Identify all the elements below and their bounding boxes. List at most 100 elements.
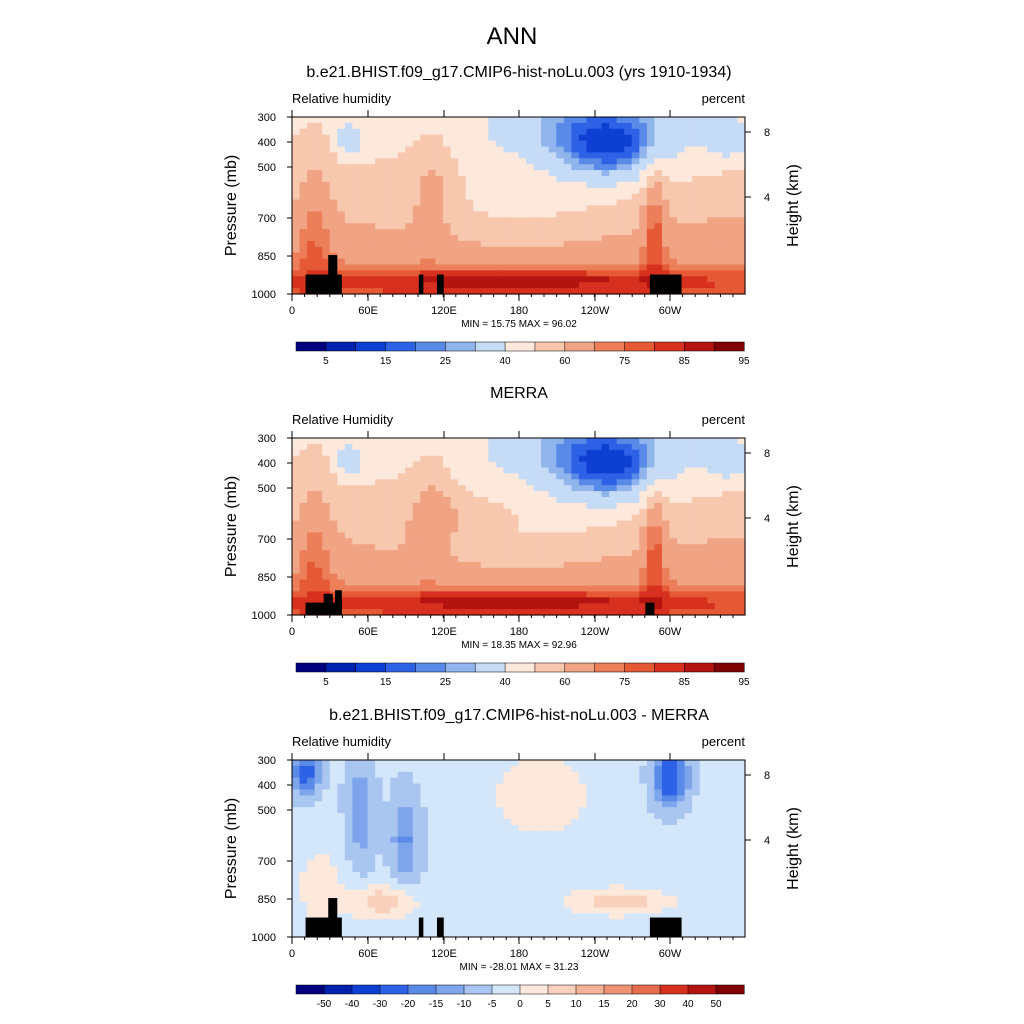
field-cell (299, 824, 308, 832)
field-cell (503, 438, 512, 445)
field-cell (405, 438, 414, 445)
field-cell (601, 246, 610, 254)
field-cell (450, 777, 459, 785)
field-cell (337, 830, 346, 838)
field-cell (427, 532, 437, 539)
field-cell (684, 235, 693, 242)
field-cell (352, 282, 361, 289)
field-cell (639, 836, 648, 844)
y-tick-label: 700 (258, 534, 276, 546)
field-cell (488, 860, 497, 867)
field-cell (495, 597, 504, 604)
field-cell (405, 866, 414, 873)
field-cell (609, 264, 618, 271)
field-cell (578, 497, 588, 504)
field-cell (624, 164, 633, 171)
field-cell (299, 128, 308, 136)
field-cell (616, 217, 625, 224)
field-cell (435, 117, 444, 124)
field-cell (412, 807, 421, 814)
field-cell (435, 532, 444, 539)
field-cell (510, 830, 520, 838)
field-cell (601, 170, 610, 177)
field-cell (405, 824, 414, 832)
field-cell (616, 282, 625, 289)
field-cell (352, 181, 361, 189)
field-cell (661, 556, 671, 563)
field-cell (729, 544, 739, 551)
field-cell (488, 128, 497, 136)
field-cell (435, 789, 444, 796)
field-cell (465, 866, 474, 873)
field-cell (503, 573, 512, 581)
field-cell (729, 579, 739, 587)
field-cell (443, 443, 452, 451)
field-cell (714, 455, 723, 463)
field-cell (458, 514, 467, 522)
field-cell (458, 819, 467, 826)
field-cell (382, 181, 391, 189)
colorbar-swatch (474, 662, 506, 673)
field-cell (526, 842, 535, 850)
field-cell (624, 807, 633, 814)
field-cell (443, 789, 452, 796)
field-cell (548, 211, 557, 218)
field-cell (684, 438, 693, 445)
field-cell (458, 128, 467, 136)
field-cell (292, 561, 301, 569)
field-cell (510, 819, 520, 826)
field-cell (526, 187, 535, 195)
field-cell (375, 795, 384, 802)
field-cell (609, 181, 618, 189)
field-cell (412, 532, 421, 539)
field-cell (397, 591, 406, 598)
field-cell (722, 508, 731, 516)
field-cell (352, 609, 361, 616)
field-cell (412, 760, 421, 767)
field-cell (631, 467, 640, 474)
field-cell (299, 134, 308, 142)
field-cell (510, 176, 520, 183)
field-cell (684, 164, 693, 171)
field-cell (571, 544, 580, 551)
field-cell (541, 502, 550, 510)
field-cell (352, 866, 361, 873)
field-cell (654, 603, 663, 610)
field-cell (337, 211, 346, 218)
field-cell (488, 449, 497, 457)
field-cell (541, 760, 550, 767)
field-cell (375, 526, 384, 533)
field-cell (405, 117, 414, 124)
field-cell (737, 609, 746, 616)
field-cell (450, 813, 459, 820)
field-cell (307, 217, 316, 224)
field-cell (571, 122, 580, 130)
field-cell (510, 579, 520, 587)
field-cell (646, 199, 655, 207)
field-cell (594, 438, 603, 445)
field-cell (639, 117, 648, 124)
field-cell (707, 270, 716, 277)
field-cell (299, 609, 308, 616)
field-cell (616, 561, 625, 569)
field-cell (292, 258, 301, 266)
field-cell (699, 211, 708, 218)
field-cell (692, 502, 701, 510)
field-cell (669, 579, 678, 587)
field-cell (661, 252, 671, 260)
field-cell (412, 866, 421, 873)
field-cell (737, 854, 746, 861)
field-cell (526, 223, 535, 230)
field-cell (344, 246, 353, 254)
field-cell (729, 860, 739, 867)
field-cell (427, 181, 437, 189)
field-cell (322, 819, 331, 826)
field-cell (299, 538, 308, 545)
field-cell (344, 561, 353, 569)
field-cell (367, 181, 376, 189)
field-cell (503, 872, 512, 879)
field-cell (541, 240, 550, 248)
field-cell (677, 561, 686, 569)
field-cell (344, 158, 353, 165)
field-cell (722, 760, 731, 767)
